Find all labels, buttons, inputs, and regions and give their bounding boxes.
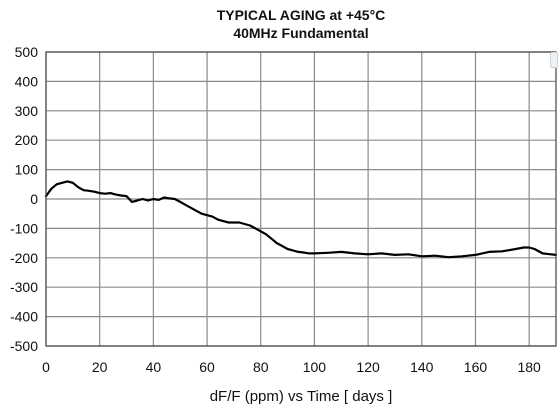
y-tick-label: -200: [10, 250, 38, 266]
x-tick-label: 60: [199, 359, 215, 375]
x-tick-label: 160: [464, 359, 488, 375]
y-tick-label: 200: [15, 132, 39, 148]
x-tick-label: 100: [303, 359, 327, 375]
x-tick-label: 0: [42, 359, 50, 375]
y-tick-label: -300: [10, 279, 38, 295]
y-axis-ticks: 500 400 300 200 100 0 -100 -200 -300 -400 -500: [10, 44, 38, 354]
x-tick-label: 20: [92, 359, 108, 375]
x-tick-label: 40: [146, 359, 162, 375]
x-tick-label: 80: [253, 359, 269, 375]
y-tick-label: 400: [15, 73, 39, 89]
y-tick-label: -100: [10, 220, 38, 236]
plot-frame: [45, 51, 557, 347]
y-tick-label: 0: [30, 191, 38, 207]
x-tick-label: 120: [356, 359, 380, 375]
x-axis-label: dF/F (ppm) vs Time [ days ]: [209, 388, 393, 405]
chart-subtitle: 40MHz Fundamental: [233, 25, 369, 41]
grid: [45, 51, 556, 347]
y-tick-label: 300: [15, 103, 39, 119]
x-tick-label: 180: [517, 359, 541, 375]
y-tick-label: 500: [15, 44, 39, 60]
y-tick-label: 100: [15, 162, 39, 178]
scrollbar-thumb[interactable]: [550, 52, 558, 68]
x-axis-ticks: 0 20 40 60 80 100 120 140 160 180: [42, 359, 541, 375]
aging-series-line: [44, 180, 558, 259]
y-tick-label: -400: [10, 309, 38, 325]
x-tick-label: 140: [410, 359, 434, 375]
chart-title: TYPICAL AGING at +45°C: [216, 7, 386, 23]
y-tick-label: -500: [10, 338, 38, 354]
